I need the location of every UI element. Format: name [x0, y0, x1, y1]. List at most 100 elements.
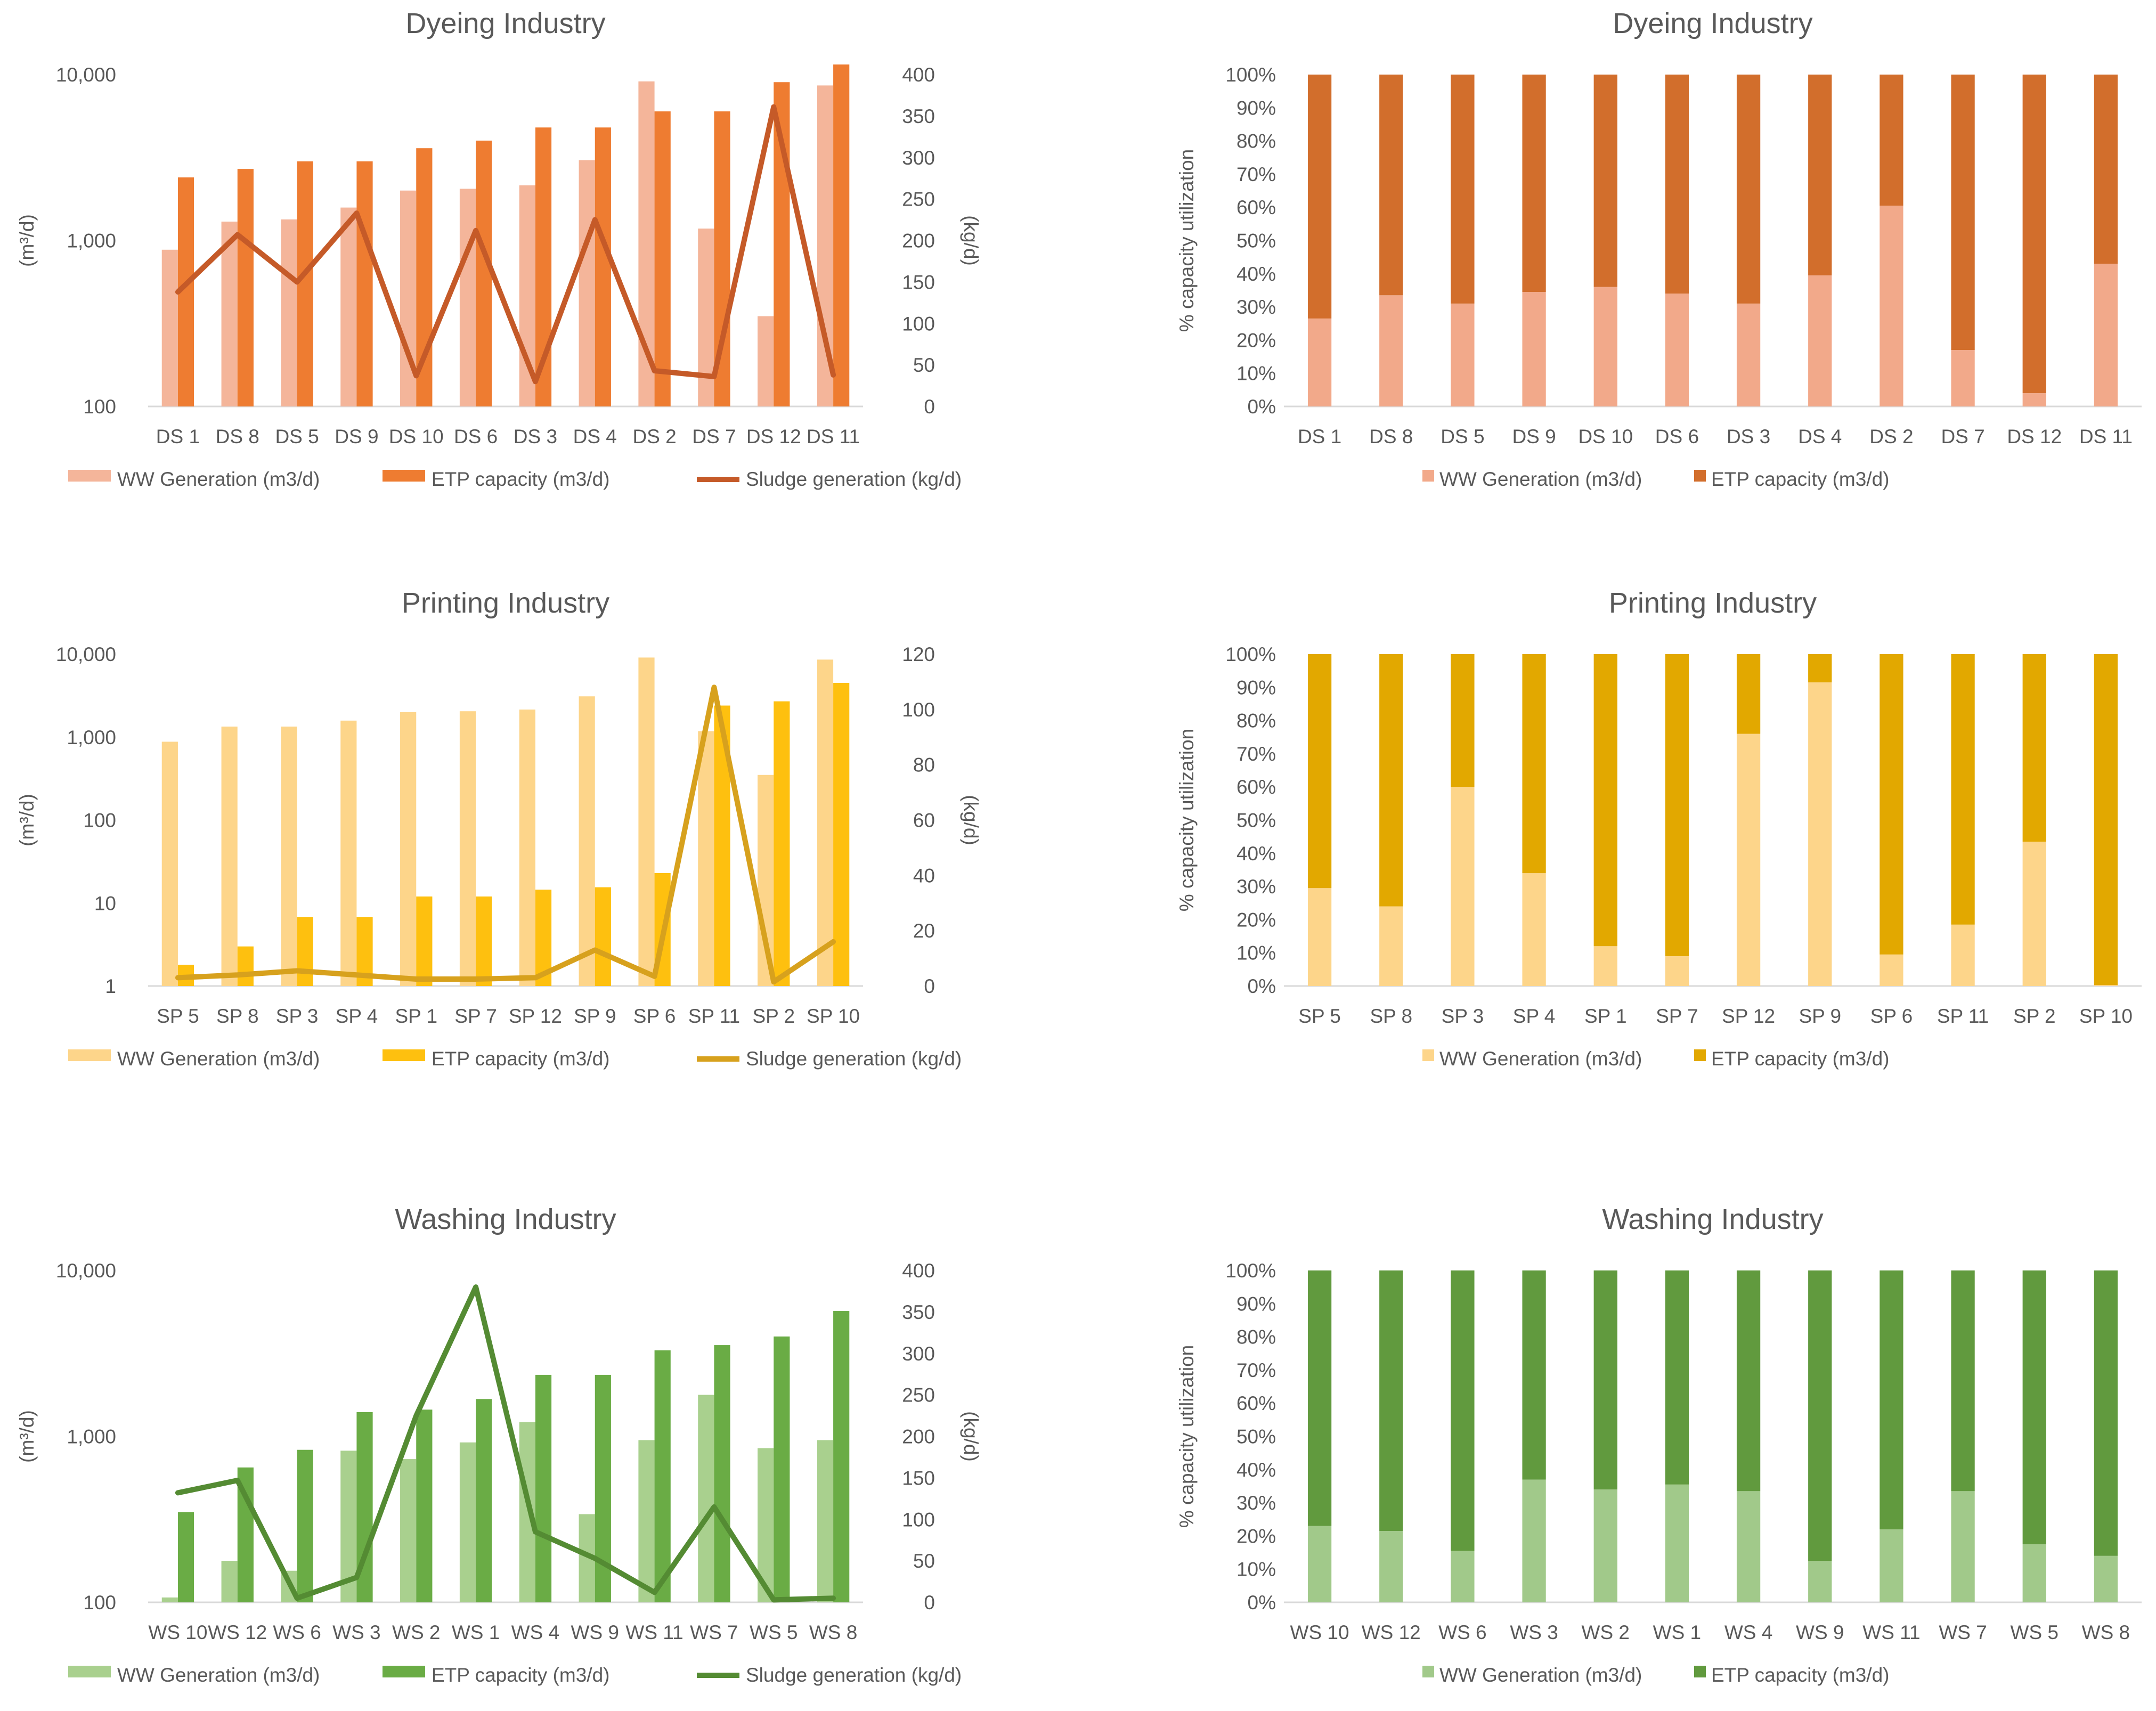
- bar-etp-capacity: [1880, 654, 1903, 955]
- x-tick-label: WS 2: [1582, 1622, 1630, 1643]
- x-tick-label: SP 9: [574, 1005, 616, 1027]
- legend: WW Generation (m3/d) ETP capacity (m3/d) S…: [68, 468, 962, 490]
- y2-tick-label: 0: [924, 975, 935, 997]
- y2-tick-label: 20: [913, 920, 935, 942]
- y-tick-label: 90%: [1236, 97, 1276, 119]
- y-axis-label: (m³/d): [16, 214, 38, 267]
- y2-tick-label: 200: [902, 230, 935, 252]
- y-tick-label: 70%: [1236, 743, 1276, 765]
- legend-label: ETP capacity (m3/d): [1711, 1664, 1889, 1686]
- x-tick-label: SP 2: [2013, 1005, 2056, 1027]
- bar-ww-generation: [1593, 946, 1617, 986]
- bar-ww-generation: [221, 222, 238, 406]
- bar-ww-generation: [2094, 264, 2118, 406]
- y2-tick-label: 150: [902, 271, 935, 293]
- y-tick-label: 30%: [1236, 1492, 1276, 1514]
- x-tick-label: DS 12: [2007, 426, 2062, 447]
- y-axis-label: % capacity utilization: [1176, 149, 1198, 332]
- bar-etp-capacity: [1951, 654, 1975, 925]
- bar-ww-generation: [2022, 393, 2046, 406]
- x-tick-label: WS 2: [392, 1622, 440, 1643]
- y2-tick-label: 0: [924, 1592, 935, 1614]
- x-tick-label: SP 5: [1298, 1005, 1341, 1027]
- bar-ww-generation: [2094, 985, 2118, 986]
- x-tick-label: WS 9: [1796, 1622, 1844, 1643]
- y-tick-label: 90%: [1236, 1293, 1276, 1315]
- legend-label: ETP capacity (m3/d): [432, 1048, 609, 1070]
- x-tick-label: WS 12: [1362, 1622, 1421, 1643]
- y2-tick-label: 200: [902, 1426, 935, 1448]
- x-tick-label: SP 2: [752, 1005, 795, 1027]
- y2-tick-label: 40: [913, 865, 935, 886]
- legend-swatch: [1694, 1666, 1706, 1677]
- chart-title: Dyeing Industry: [405, 7, 605, 39]
- bar-ww-generation: [1880, 1529, 1903, 1602]
- bar-etp-capacity: [833, 683, 850, 986]
- y-tick-label: 50%: [1236, 230, 1276, 252]
- y-tick-label: 70%: [1236, 164, 1276, 185]
- bar-ww-generation: [161, 1597, 178, 1602]
- bar-etp-capacity: [237, 946, 254, 986]
- y2-tick-label: 100: [902, 699, 935, 721]
- y-tick-label: 1,000: [67, 230, 116, 252]
- bar-etp-capacity: [476, 1399, 492, 1602]
- legend-label: WW Generation (m3/d): [1439, 468, 1642, 490]
- bar-ww-generation: [817, 659, 834, 986]
- chart-5: Washing Industry (m³/d) 100 1,000 10,000 0 50 1…: [16, 1203, 982, 1686]
- bar-etp-capacity: [774, 82, 790, 406]
- y2-tick-label: 400: [902, 64, 935, 86]
- y-tick-label: 1,000: [67, 1426, 116, 1448]
- bar-etp-capacity: [476, 896, 492, 986]
- bar-ww-generation: [758, 316, 774, 406]
- bar-ww-generation: [459, 1442, 476, 1602]
- bar-etp-capacity: [1307, 75, 1332, 319]
- bar-ww-generation: [459, 711, 476, 986]
- bar-ww-generation: [340, 207, 357, 406]
- legend-label: ETP capacity (m3/d): [1711, 1048, 1889, 1070]
- x-tick-label: DS 11: [2079, 426, 2133, 447]
- bar-ww-generation: [340, 720, 357, 986]
- bar-etp-capacity: [774, 701, 790, 986]
- bar-etp-capacity: [2094, 654, 2118, 985]
- y-tick-label: 10,000: [56, 1260, 116, 1282]
- bar-ww-generation: [698, 229, 714, 406]
- bar-etp-capacity: [1808, 654, 1832, 682]
- x-tick-label: WS 10: [148, 1622, 207, 1643]
- bar-ww-generation: [281, 219, 297, 406]
- bar-etp-capacity: [177, 1512, 194, 1602]
- bar-ww-generation: [1665, 956, 1689, 986]
- x-tick-label: DS 4: [1798, 426, 1842, 447]
- bar-ww-generation: [1736, 734, 1761, 986]
- bar-etp-capacity: [1880, 1270, 1903, 1529]
- y2-tick-label: 300: [902, 147, 935, 169]
- x-tick-label: SP 12: [509, 1005, 562, 1027]
- bar-ww-generation: [817, 1440, 834, 1602]
- legend-label: ETP capacity (m3/d): [432, 468, 609, 490]
- bar-ww-generation: [1808, 682, 1832, 986]
- legend-label: WW Generation (m3/d): [1439, 1048, 1642, 1070]
- y-tick-label: 30%: [1236, 296, 1276, 318]
- bar-etp-capacity: [237, 169, 254, 406]
- x-tick-label: DS 10: [389, 426, 444, 447]
- y-tick-label: 100: [83, 396, 116, 418]
- x-tick-label: DS 5: [275, 426, 319, 447]
- bar-ww-generation: [1665, 1484, 1689, 1602]
- x-tick-label: DS 1: [156, 426, 200, 447]
- x-tick-label: DS 12: [746, 426, 801, 447]
- chart-3: Printing Industry (m³/d) 1 10 100 1,000 10,000…: [16, 587, 982, 1070]
- bar-etp-capacity: [1808, 75, 1832, 275]
- y-tick-label: 70%: [1236, 1359, 1276, 1381]
- bar-ww-generation: [221, 1560, 238, 1602]
- legend-swatch: [383, 470, 425, 482]
- legend-label: Sludge generation (kg/d): [746, 1664, 962, 1686]
- bar-ww-generation: [1379, 906, 1403, 986]
- x-tick-label: DS 7: [692, 426, 736, 447]
- y-tick-label: 0%: [1248, 1592, 1276, 1614]
- bar-etp-capacity: [1522, 75, 1546, 292]
- x-tick-label: WS 7: [690, 1622, 738, 1643]
- bar-ww-generation: [1736, 303, 1761, 406]
- x-tick-label: SP 11: [688, 1005, 740, 1027]
- bar-etp-capacity: [1451, 75, 1475, 304]
- x-tick-label: SP 3: [1442, 1005, 1484, 1027]
- y-tick-label: 60%: [1236, 197, 1276, 218]
